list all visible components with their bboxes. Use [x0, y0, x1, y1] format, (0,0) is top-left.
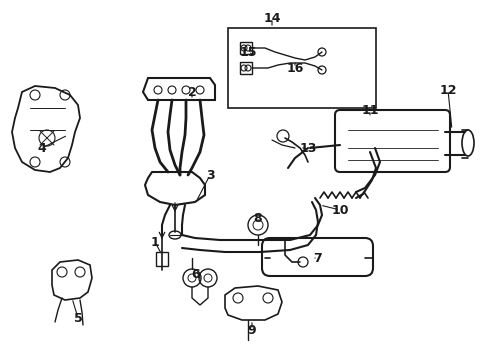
Text: 7: 7 [314, 252, 322, 265]
Text: 3: 3 [206, 168, 214, 181]
Text: 4: 4 [38, 141, 47, 154]
Text: 10: 10 [331, 203, 349, 216]
Text: 13: 13 [299, 141, 317, 154]
Text: 8: 8 [254, 212, 262, 225]
Text: 6: 6 [192, 269, 200, 282]
Text: 11: 11 [361, 104, 379, 117]
Text: 9: 9 [247, 324, 256, 337]
Text: 12: 12 [439, 84, 457, 96]
Text: 15: 15 [239, 45, 257, 59]
Text: 5: 5 [74, 311, 82, 324]
Bar [156, 252, 168, 266]
Text: 14: 14 [263, 12, 281, 24]
Text: 1: 1 [150, 235, 159, 248]
Text: 16: 16 [286, 62, 304, 75]
Text: 2: 2 [188, 86, 196, 99]
Bar [228, 28, 376, 108]
